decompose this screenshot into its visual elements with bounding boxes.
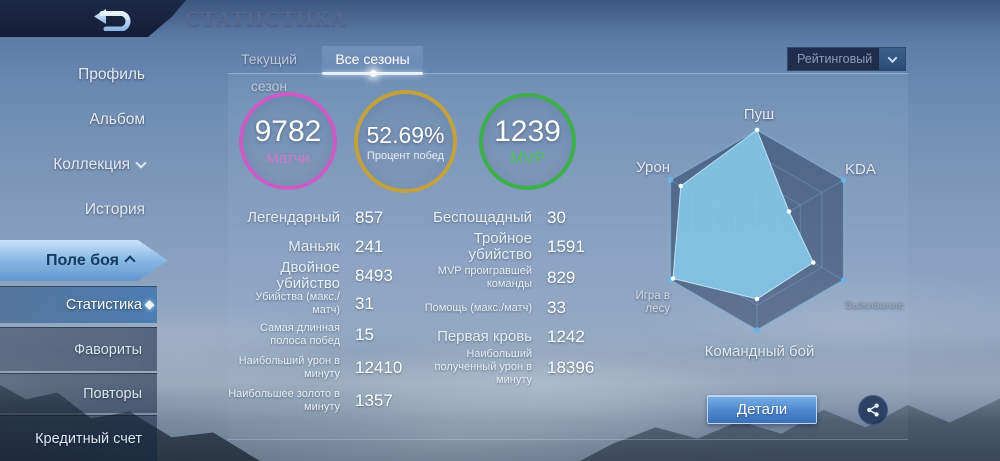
stat-row: Тройное убийство 1591	[416, 229, 594, 263]
stat-row: Помощь (макс./матч) 33	[416, 294, 594, 322]
sidebar-item-statistics[interactable]: Статистика	[0, 286, 157, 323]
stat-row: Легендарный 857	[228, 203, 402, 232]
back-button[interactable]	[0, 0, 186, 37]
matches-label: Матчи	[266, 149, 310, 167]
radar-label-teamfight: Командный бой	[704, 343, 815, 360]
mode-filter-value: Рейтинговый	[797, 52, 873, 66]
mvp-circle: 1239 MVP	[479, 93, 576, 190]
share-icon	[867, 403, 879, 417]
stat-label: Беспощадный	[432, 208, 532, 226]
stat-row: Первая кровь 1242	[416, 322, 594, 351]
radar-label-push: Пуш	[743, 106, 775, 123]
back-arrow-icon	[94, 9, 131, 31]
radar-chart	[667, 127, 847, 333]
stat-label: Двойное убийство	[276, 258, 340, 292]
sidebar-item-collection[interactable]: Коллекция	[0, 156, 160, 174]
details-button[interactable]: Детали	[707, 395, 817, 424]
chevron-down-icon	[135, 157, 147, 169]
stat-value: 15	[355, 324, 374, 344]
radar-label-damage: Урон	[636, 159, 670, 176]
stat-row: Маньяк 241	[228, 232, 402, 261]
mvp-label: MVP	[510, 149, 545, 167]
stat-row: Самая длинная полоса побед 15	[228, 318, 402, 351]
dropdown-chevron-box	[879, 48, 905, 70]
chevron-up-icon	[124, 254, 136, 267]
sidebar-item-profile[interactable]: Профиль	[78, 66, 145, 83]
tab-all-seasons[interactable]: Все сезоны	[322, 46, 423, 77]
sidebar-item-album[interactable]: Альбом	[89, 111, 145, 128]
sidebar-item-credit[interactable]: Кредитный счет	[0, 415, 157, 461]
active-marker-icon	[144, 300, 155, 310]
stat-label: Наибольший урон в минуту	[238, 354, 340, 380]
stat-row: MVP проигравшей команды 829	[416, 261, 594, 294]
stat-label: Самая длинная полоса побед	[259, 321, 340, 347]
stat-value: 829	[547, 267, 576, 287]
stat-label: Первая кровь	[437, 327, 532, 345]
stat-row: Беспощадный 30	[416, 203, 594, 232]
stat-value: 33	[547, 298, 566, 317]
sidebar-item-history[interactable]: История	[84, 201, 145, 218]
page-title: СТАТИСТИКА	[185, 7, 348, 31]
stat-value: 241	[355, 236, 384, 256]
sidebar-item-battlefield[interactable]: Поле боя	[0, 240, 168, 281]
stat-value: 31	[355, 294, 374, 313]
stat-value: 1242	[547, 326, 585, 346]
mvp-value: 1239	[494, 114, 561, 148]
stat-row: Наибольший урон в минуту 12410	[228, 351, 403, 384]
mode-filter-dropdown[interactable]: Рейтинговый	[787, 47, 906, 71]
stat-row: Двойное убийство 8493	[228, 258, 402, 292]
stat-value: 30	[547, 207, 566, 227]
stat-value: 8493	[355, 265, 393, 285]
sidebar-item-favorites[interactable]: Фавориты	[0, 327, 157, 371]
stat-value: 12410	[355, 357, 403, 377]
stat-label: Тройное убийство	[468, 229, 532, 263]
stat-value: 1357	[355, 390, 393, 410]
stat-value: 1591	[547, 236, 585, 256]
matches-value: 9782	[254, 114, 322, 148]
stats-column-left: Легендарный 857 Маньяк 241 Двойное убийство 8…	[228, 203, 402, 417]
stat-value: 18396	[547, 357, 595, 377]
stat-label: Наибольшее золото в минуту	[228, 387, 340, 413]
stat-label: MVP проигравшей команды	[437, 264, 532, 290]
stat-label: Наибольший полученный урон в минуту	[434, 348, 532, 386]
chevron-down-icon	[887, 52, 897, 63]
radar-label-jungle: Игра в лесу	[635, 290, 670, 315]
stats-column-right: Беспощадный 30 Тройное убийство 1591 MVP про…	[416, 203, 595, 387]
stat-label: Легендарный	[247, 208, 340, 226]
radar-label-survival: Выживание	[845, 299, 904, 311]
matches-circle: 9782 Матчи	[239, 92, 337, 190]
sidebar-item-replays[interactable]: Повторы	[0, 373, 157, 413]
stat-value: 857	[355, 207, 384, 227]
winrate-circle: 52.69% Процент побед	[354, 90, 457, 193]
share-button[interactable]	[858, 395, 888, 425]
stat-label: Помощь (макс./матч)	[424, 301, 532, 314]
stat-row: Убийства (макс./матч) 31	[228, 290, 402, 318]
radar-label-kda: KDA	[845, 161, 876, 178]
stat-row: Наибольший полученный урон в минуту 18396	[416, 348, 595, 386]
stat-label: Убийства (макс./матч)	[255, 291, 340, 316]
stat-label: Маньяк	[288, 237, 340, 255]
tab-current-season[interactable]: Текущий сезон	[241, 51, 297, 94]
winrate-label: Процент побед	[366, 149, 445, 162]
stat-row: Наибольшее золото в минуту 1357	[228, 384, 402, 417]
winrate-value: 52.69%	[366, 121, 445, 148]
